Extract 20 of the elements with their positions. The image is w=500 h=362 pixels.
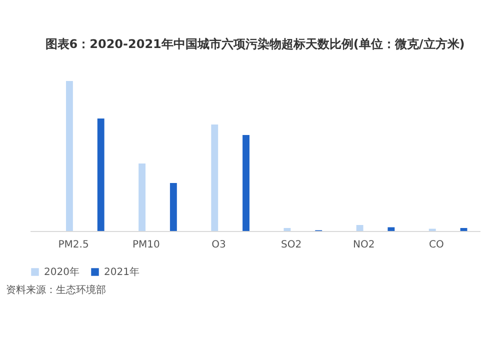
text: 资料来源：生态环境部 — [6, 284, 106, 297]
x-tick-label: NO2 — [353, 240, 375, 250]
x-tick-label: SO2 — [280, 240, 302, 250]
bar — [388, 227, 395, 231]
legend-label: 2020年 — [44, 266, 80, 278]
x-tick-label: PM2.5 — [58, 240, 89, 250]
bar — [138, 164, 146, 231]
bar — [460, 228, 468, 231]
x-tick-label: O3 — [212, 240, 226, 250]
bar — [242, 135, 250, 231]
bar — [356, 225, 364, 231]
bar — [66, 81, 73, 231]
legend-label: 2021年 — [104, 266, 140, 278]
x-tick-label: CO — [429, 240, 444, 250]
chart-title: 图表6：2020-2021年中国城市六项污染物超标天数比例(单位：微克/立方米) — [45, 37, 465, 51]
bar — [284, 228, 291, 231]
x-tick-label: PM10 — [132, 240, 160, 250]
bar — [170, 183, 177, 231]
bar — [211, 124, 218, 231]
bar — [97, 118, 104, 231]
